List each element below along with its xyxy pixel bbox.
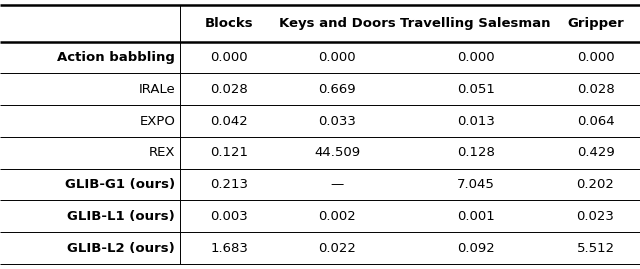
Text: 0.000: 0.000 — [577, 51, 614, 64]
Text: Keys and Doors: Keys and Doors — [279, 17, 396, 30]
Text: 0.000: 0.000 — [211, 51, 248, 64]
Text: 0.092: 0.092 — [457, 242, 495, 254]
Text: 0.669: 0.669 — [318, 83, 356, 96]
Text: EXPO: EXPO — [140, 115, 175, 128]
Text: 0.028: 0.028 — [577, 83, 614, 96]
Text: 0.000: 0.000 — [318, 51, 356, 64]
Text: 0.429: 0.429 — [577, 146, 614, 159]
Text: 0.033: 0.033 — [318, 115, 356, 128]
Text: 0.051: 0.051 — [457, 83, 495, 96]
Text: Blocks: Blocks — [205, 17, 253, 30]
Text: 0.003: 0.003 — [211, 210, 248, 223]
Text: 0.000: 0.000 — [457, 51, 495, 64]
Text: —: — — [330, 178, 344, 191]
Text: 0.028: 0.028 — [211, 83, 248, 96]
Text: REX: REX — [148, 146, 175, 159]
Text: Gripper: Gripper — [567, 17, 624, 30]
Text: 44.509: 44.509 — [314, 146, 360, 159]
Text: Action babbling: Action babbling — [58, 51, 175, 64]
Text: 1.683: 1.683 — [211, 242, 248, 254]
Text: 0.001: 0.001 — [457, 210, 495, 223]
Text: GLIB-G1 (ours): GLIB-G1 (ours) — [65, 178, 175, 191]
Text: GLIB-L1 (ours): GLIB-L1 (ours) — [67, 210, 175, 223]
Text: 5.512: 5.512 — [577, 242, 614, 254]
Text: IRALe: IRALe — [138, 83, 175, 96]
Text: 0.022: 0.022 — [318, 242, 356, 254]
Text: Travelling Salesman: Travelling Salesman — [401, 17, 551, 30]
Text: 0.023: 0.023 — [577, 210, 614, 223]
Text: 7.045: 7.045 — [457, 178, 495, 191]
Text: 0.064: 0.064 — [577, 115, 614, 128]
Text: 0.121: 0.121 — [211, 146, 248, 159]
Text: 0.128: 0.128 — [457, 146, 495, 159]
Text: GLIB-L2 (ours): GLIB-L2 (ours) — [67, 242, 175, 254]
Text: 0.042: 0.042 — [211, 115, 248, 128]
Text: 0.002: 0.002 — [318, 210, 356, 223]
Text: 0.013: 0.013 — [457, 115, 495, 128]
Text: 0.202: 0.202 — [577, 178, 614, 191]
Text: 0.213: 0.213 — [211, 178, 248, 191]
